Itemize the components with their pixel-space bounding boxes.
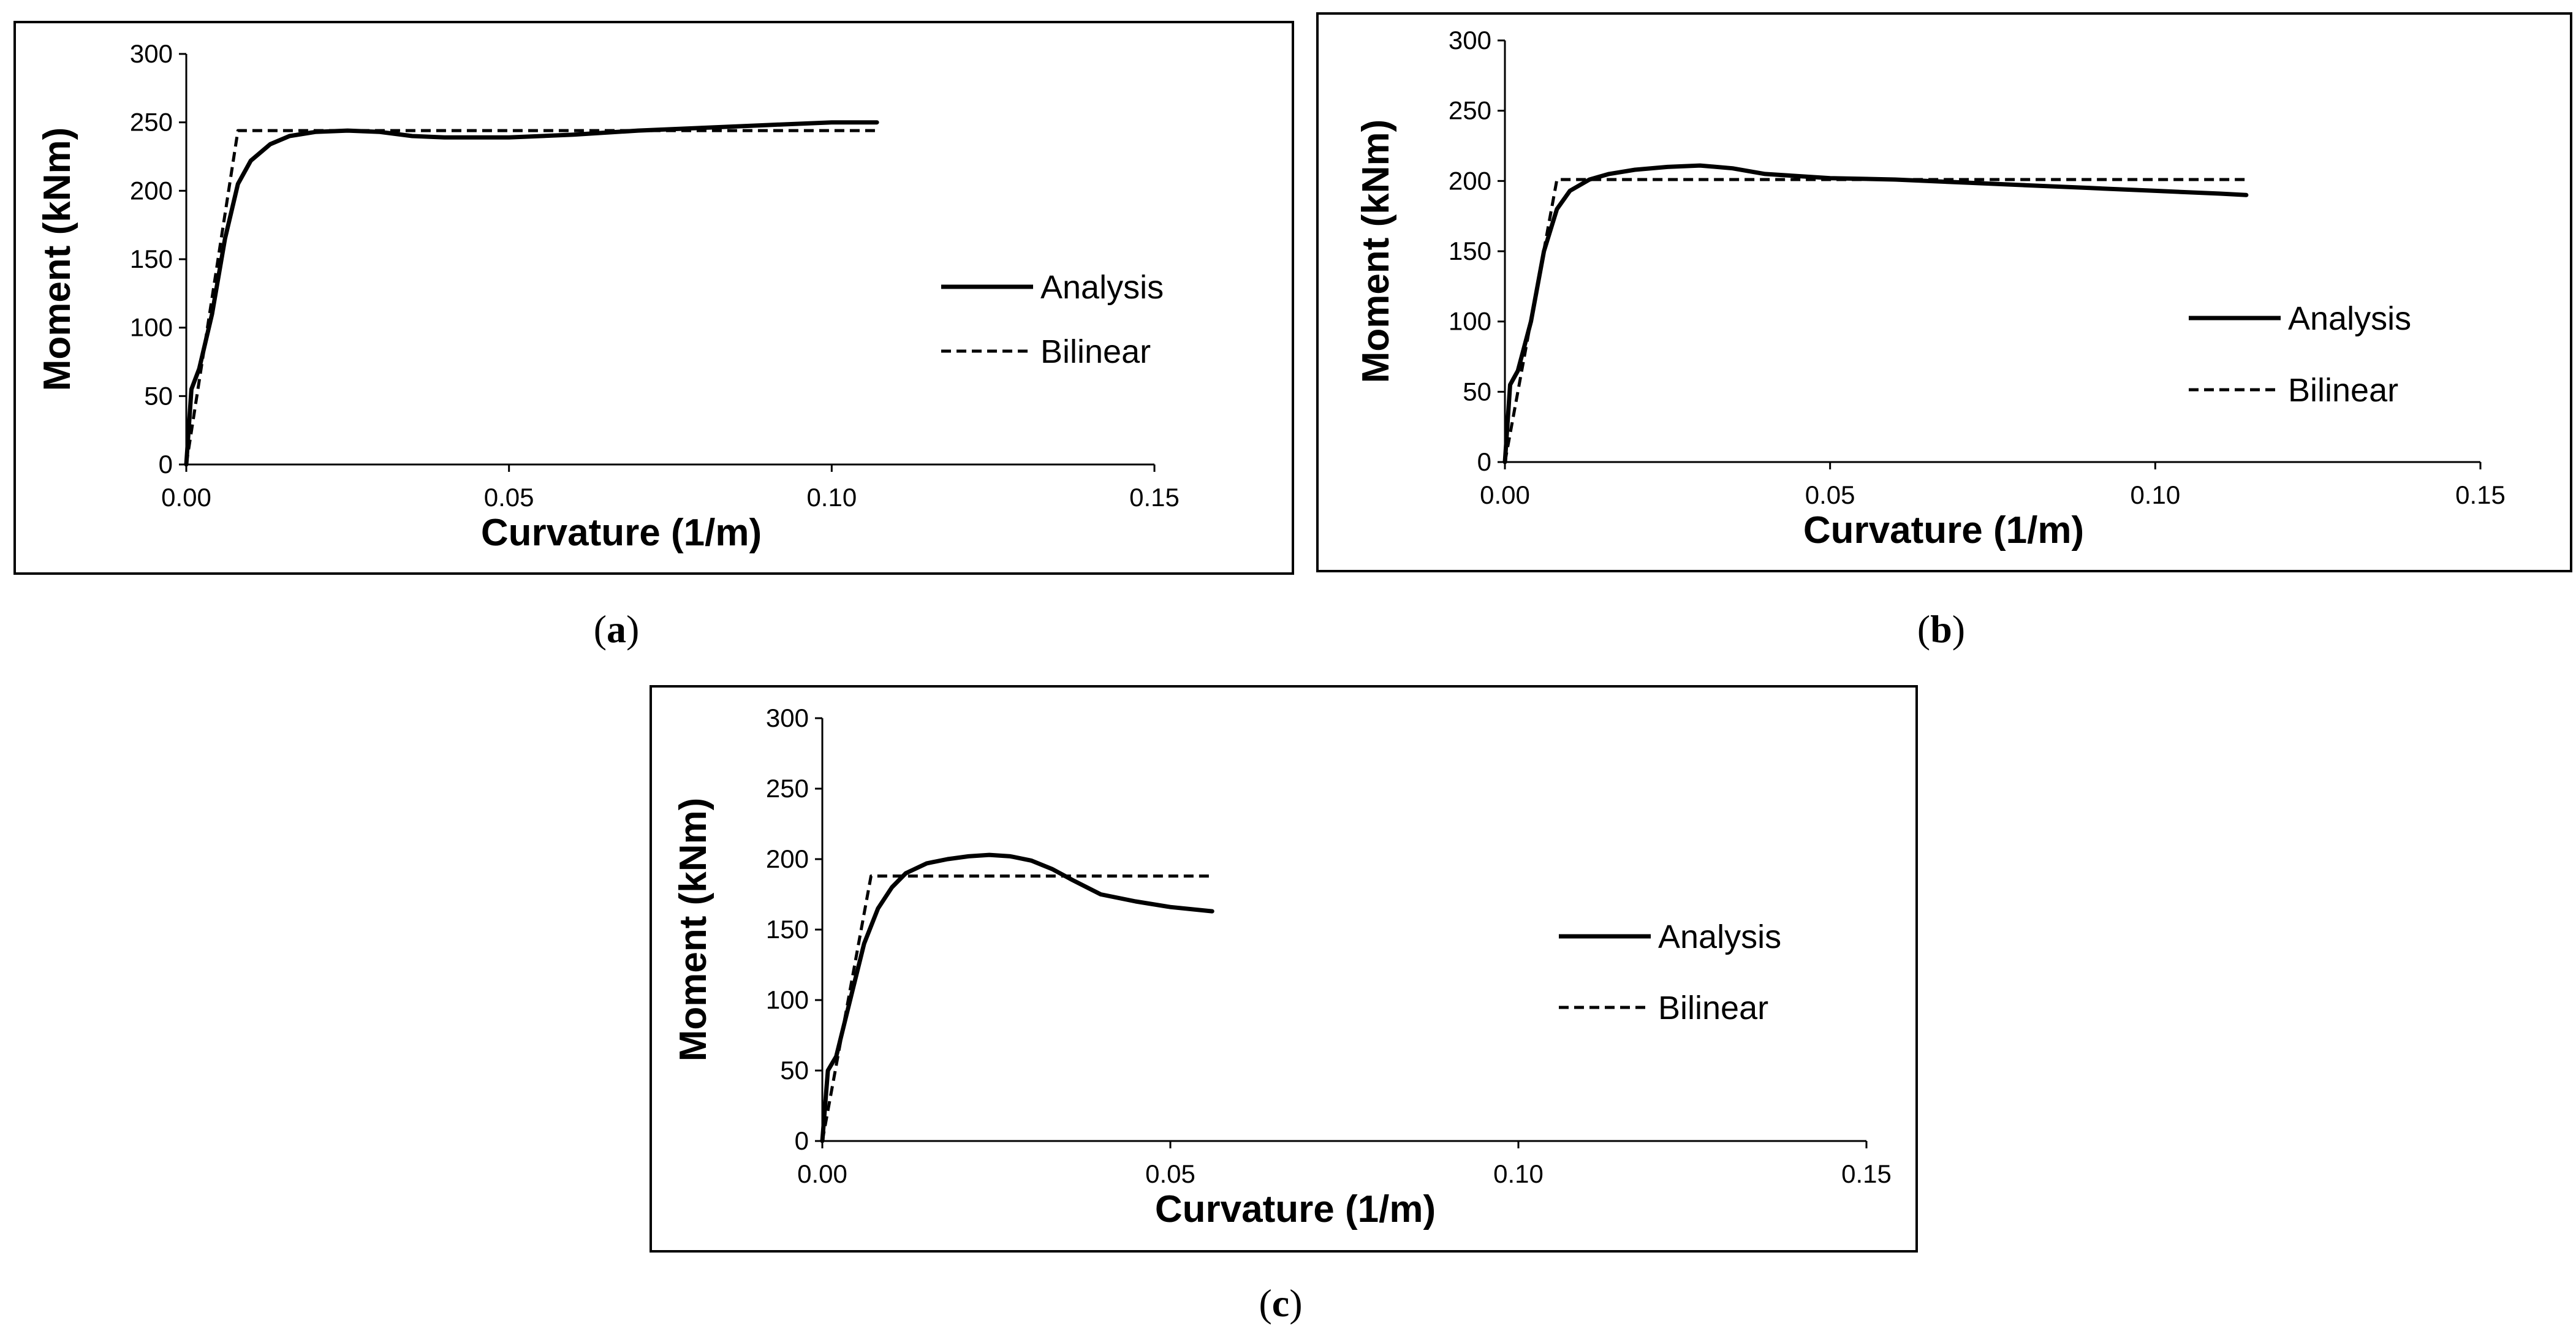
x-tick-label: 0.05 [484, 483, 534, 512]
y-axis-label: Moment (kNm) [36, 127, 78, 392]
x-tick-label: 0.00 [161, 483, 211, 512]
legend-label-bilinear: Bilinear [1658, 990, 1768, 1026]
y-tick-label: 300 [766, 703, 809, 732]
x-tick-label: 0.10 [2130, 480, 2180, 509]
legend-label-bilinear: Bilinear [2288, 372, 2398, 409]
x-axis-label: Curvature (1/m) [481, 512, 762, 554]
y-tick-label: 100 [1449, 307, 1491, 336]
x-tick-label: 0.15 [1129, 483, 1180, 512]
chart-panel-c: 0 50 100 150 200 250 300 0.00 0.05 0.10 0.15 Curvat… [650, 685, 1918, 1253]
series-line-bilinear [820, 874, 1213, 1142]
y-tick-label: 50 [144, 381, 173, 410]
x-tick-label: 0.15 [1841, 1159, 1892, 1188]
y-tick-label: 300 [1449, 26, 1491, 55]
y-tick-label: 250 [766, 774, 809, 803]
legend-label-analysis: Analysis [1040, 269, 1164, 306]
y-tick-label: 150 [766, 915, 809, 944]
series-line-analysis [1502, 163, 2249, 464]
caption-c: (c) [1259, 1281, 1303, 1325]
y-axis-label: Moment (kNm) [672, 798, 714, 1062]
x-tick-label: 0.05 [1145, 1159, 1195, 1188]
x-axis-label: Curvature (1/m) [1155, 1188, 1436, 1230]
series-line-analysis [820, 852, 1214, 1143]
y-tick-label: 100 [130, 313, 173, 342]
chart-svg-c: 0 50 100 150 200 250 300 0.00 0.05 0.10 0.15 Curvat… [672, 703, 1892, 1230]
series-line-analysis [184, 120, 879, 467]
y-tick-label: 0 [795, 1126, 809, 1155]
y-tick-label: 100 [766, 985, 809, 1014]
chart-panel-b: 0 50 100 150 200 250 300 0.00 0.05 0.10 0.15 Curvat… [1316, 12, 2572, 572]
x-tick-label: 0.10 [1493, 1159, 1544, 1188]
x-tick-label: 0.00 [1480, 480, 1530, 509]
x-tick-label: 0.15 [2455, 480, 2506, 509]
legend-label-bilinear: Bilinear [1040, 333, 1151, 370]
series-line-bilinear [184, 129, 877, 465]
chart-panel-a: 0 50 100 150 200 250 300 0.00 0.05 0.10 0.15 Curvat… [13, 21, 1294, 575]
y-tick-label: 150 [1449, 237, 1491, 265]
caption-a: (a) [593, 607, 640, 651]
legend-label-analysis: Analysis [1658, 919, 1781, 955]
y-tick-label: 250 [130, 108, 173, 137]
chart-svg-b: 0 50 100 150 200 250 300 0.00 0.05 0.10 0.15 Curvat… [1355, 26, 2506, 552]
x-tick-label: 0.00 [797, 1159, 847, 1188]
chart-svg-a: 0 50 100 150 200 250 300 0.00 0.05 0.10 0.15 Curvat… [36, 39, 1180, 554]
caption-b: (b) [1917, 607, 1966, 651]
x-tick-label: 0.10 [806, 483, 857, 512]
y-tick-label: 50 [1463, 377, 1491, 406]
y-tick-label: 300 [130, 39, 173, 68]
y-tick-label: 50 [780, 1056, 809, 1085]
legend-label-analysis: Analysis [2288, 300, 2411, 337]
x-tick-label: 0.05 [1805, 480, 1855, 509]
y-tick-label: 150 [130, 245, 173, 273]
y-tick-label: 0 [1477, 447, 1491, 476]
y-tick-label: 250 [1449, 96, 1491, 125]
y-tick-label: 200 [766, 844, 809, 873]
y-axis-label: Moment (kNm) [1355, 119, 1397, 384]
y-tick-label: 200 [130, 176, 173, 205]
x-axis-label: Curvature (1/m) [1803, 509, 2084, 552]
y-tick-label: 200 [1449, 166, 1491, 195]
y-tick-label: 0 [159, 450, 173, 479]
series-line-bilinear [1503, 178, 2246, 463]
